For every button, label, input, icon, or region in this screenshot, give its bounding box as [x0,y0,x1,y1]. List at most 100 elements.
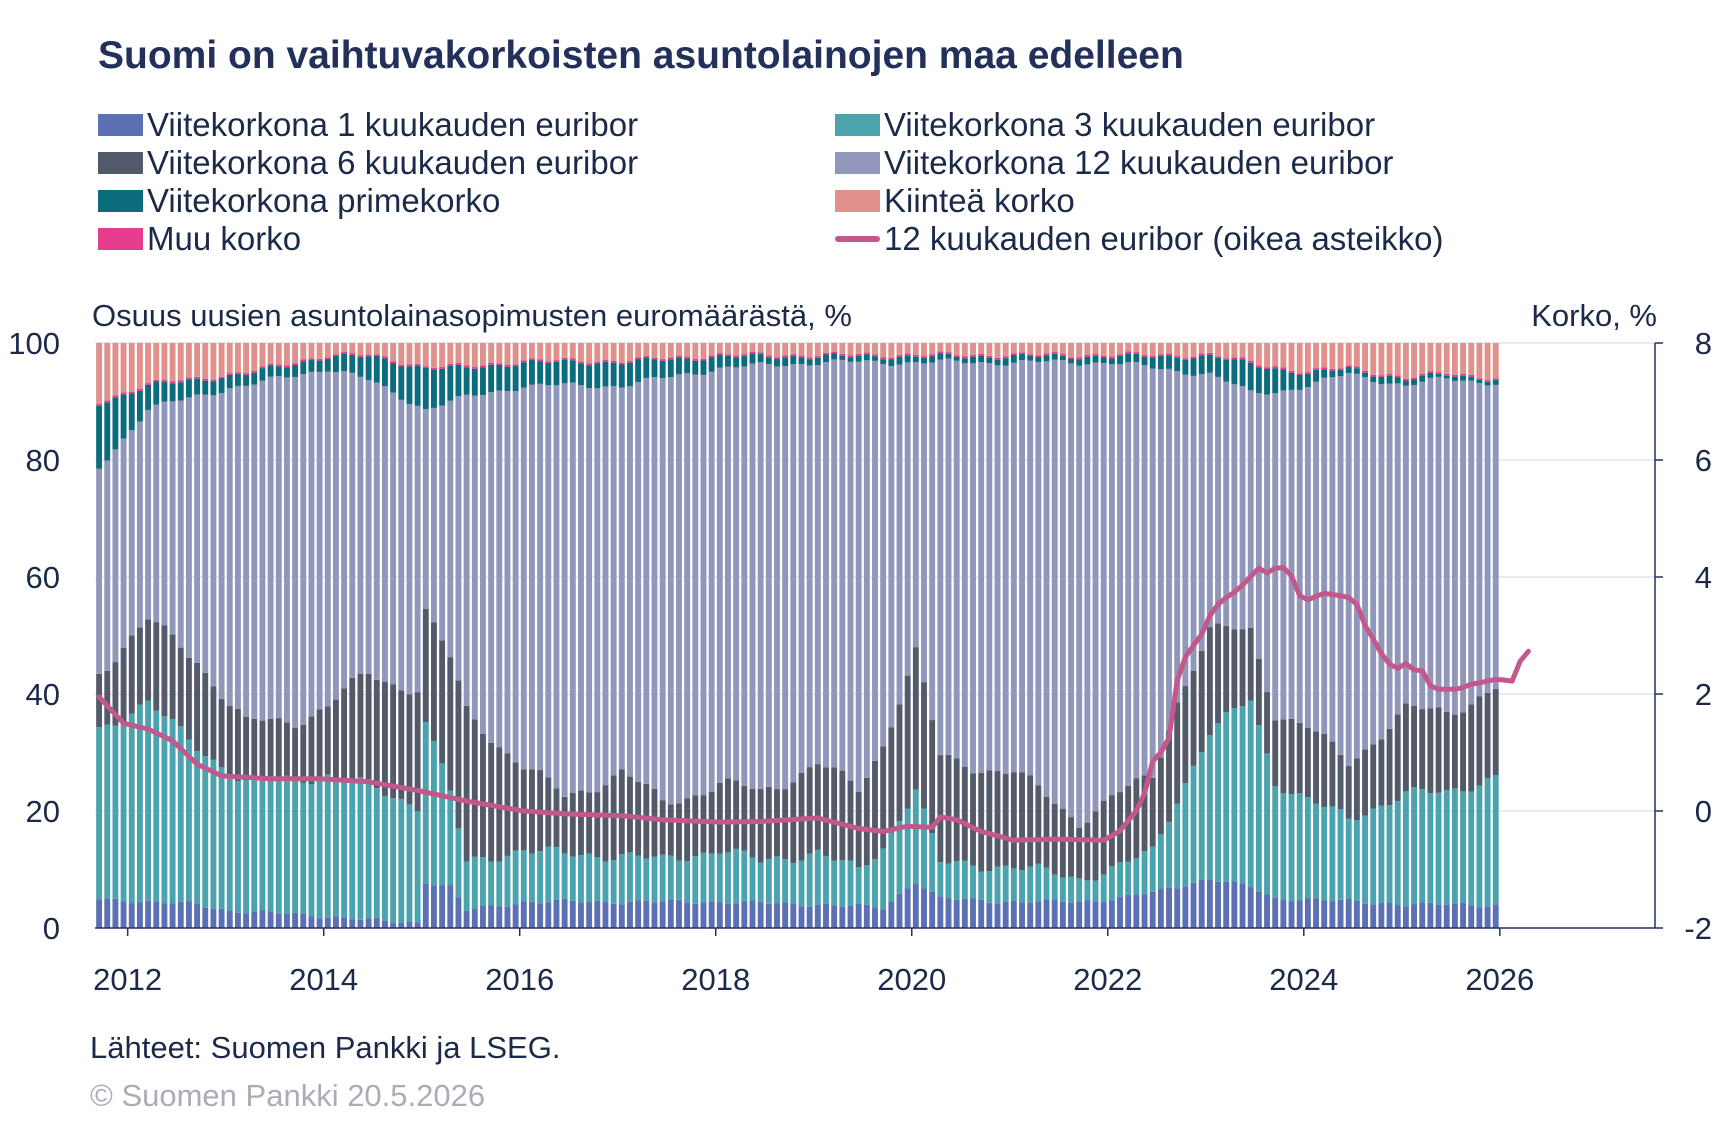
bar-segment-eur12 [806,365,813,768]
bar-segment-eur12 [994,365,1001,772]
bar-segment-eur6 [1255,658,1262,726]
bar-segment-eur12 [512,391,519,763]
bar-segment-eur6 [267,718,274,781]
bar-segment-eur12 [349,372,356,678]
bar-segment-other [357,355,364,357]
bar-segment-fixed [961,343,968,357]
bar-segment-fixed [1435,343,1442,373]
legend-label-eur1: Viitekorkona 1 kuukauden euribor [147,106,639,143]
bar-segment-eur3 [1337,809,1344,900]
bar-segment-eur6 [1043,796,1050,868]
bar-segment-other [1076,357,1083,360]
bar-segment-eur12 [194,394,201,663]
bar-segment-eur6 [1378,739,1385,806]
bar-segment-eur1 [496,906,503,928]
bar-segment-other [578,361,584,364]
bar-segment-eur12 [888,365,895,728]
bar-segment-eur6 [1280,719,1287,794]
bar-segment-eur6 [602,785,609,862]
bar-segment-eur3 [324,774,331,918]
bar-segment-prime [545,362,552,386]
bar-segment-other [561,357,568,360]
bar-segment-eur3 [471,856,478,910]
bar-segment-eur12 [316,371,323,710]
bar-segment-eur6 [782,789,789,860]
bar-segment-fixed [259,343,266,367]
bar-segment-eur3 [104,724,111,899]
x-tick-label: 2026 [1465,962,1534,997]
bar-segment-eur12 [218,393,225,700]
bar-segment-prime [1010,354,1017,363]
bar-segment-fixed [700,343,707,359]
bar-segment-eur3 [1092,880,1099,902]
bar-segment-eur6 [1402,703,1409,792]
bar-segment-eur12 [765,364,772,787]
bar-segment-fixed [1010,343,1017,354]
bar-segment-other [1141,354,1148,357]
bar-segment-other [1133,352,1140,354]
bar-segment-eur6 [504,753,511,856]
bar-segment-eur1 [537,903,544,928]
bar-segment-eur6 [308,716,315,785]
bar-segment-prime [422,367,429,410]
bar-segment-eur1 [226,910,233,928]
bar-segment-eur6 [1190,670,1197,766]
bar-segment-fixed [741,343,748,355]
bar-segment-other [586,363,593,366]
bar-segment-other [1370,374,1377,377]
bar-segment-fixed [1288,343,1295,371]
bar-segment-prime [896,356,903,365]
bar-segment-prime [667,359,674,378]
bar-segment-eur1 [471,909,478,928]
bar-segment-eur12 [259,380,266,721]
bar-segment-eur3 [733,848,740,904]
right-tick-label: 6 [1695,443,1712,478]
bar-segment-eur1 [765,903,772,928]
bar-segment-other [937,351,944,354]
bar-segment-eur12 [659,377,666,801]
bar-segment-other [1288,370,1295,373]
euribor-line-layer [96,565,1531,843]
bar-segment-eur3 [831,860,838,906]
bar-segment-eur1 [463,910,470,928]
bar-segment-fixed [912,343,919,355]
bar-segment-eur3 [929,833,936,892]
bar-segment-fixed [398,343,405,365]
bar-segment-eur1 [349,919,356,928]
bar-segment-other [1402,378,1409,381]
bar-segment-other [471,367,478,369]
bar-segment-eur1 [1345,899,1352,928]
bar-segment-prime [1460,375,1466,381]
bar-segment-fixed [1394,343,1401,376]
copyright-note: © Suomen Pankki 20.5.2026 [90,1078,486,1113]
bar-segment-eur12 [1443,378,1450,712]
bar-segment-fixed [333,343,339,355]
bar-segment-other [341,351,348,354]
bar-segment-eur3 [684,861,691,903]
bar-segment-eur1 [1460,903,1466,928]
bar-segment-eur3 [234,780,241,913]
bar-segment-eur12 [1476,382,1483,697]
bar-segment-eur12 [1198,374,1205,651]
bar-segment-eur6 [937,755,944,863]
bar-segment-fixed [1476,343,1483,379]
bar-segment-eur1 [904,888,911,928]
bar-segment-fixed [790,343,797,355]
bar-segment-eur1 [194,904,201,928]
legend-swatch-eur12 [835,152,880,174]
bar-segment-eur1 [1353,900,1360,928]
bar-segment-eur1 [1435,904,1442,928]
bar-segment-eur12 [912,362,919,648]
bar-segment-other [1362,370,1368,373]
bar-segment-fixed [692,343,699,360]
bar-segment-eur3 [406,804,413,922]
bar-segment-eur12 [145,409,152,620]
bar-segment-eur1 [251,911,258,928]
bar-segment-prime [480,367,486,395]
bar-segment-eur6 [1223,625,1230,713]
bar-segment-eur6 [284,722,290,776]
bar-segment-eur1 [1411,904,1417,928]
bar-segment-eur12 [333,372,339,700]
bar-segment-eur12 [1272,393,1279,721]
bar-segment-eur12 [1157,369,1164,758]
